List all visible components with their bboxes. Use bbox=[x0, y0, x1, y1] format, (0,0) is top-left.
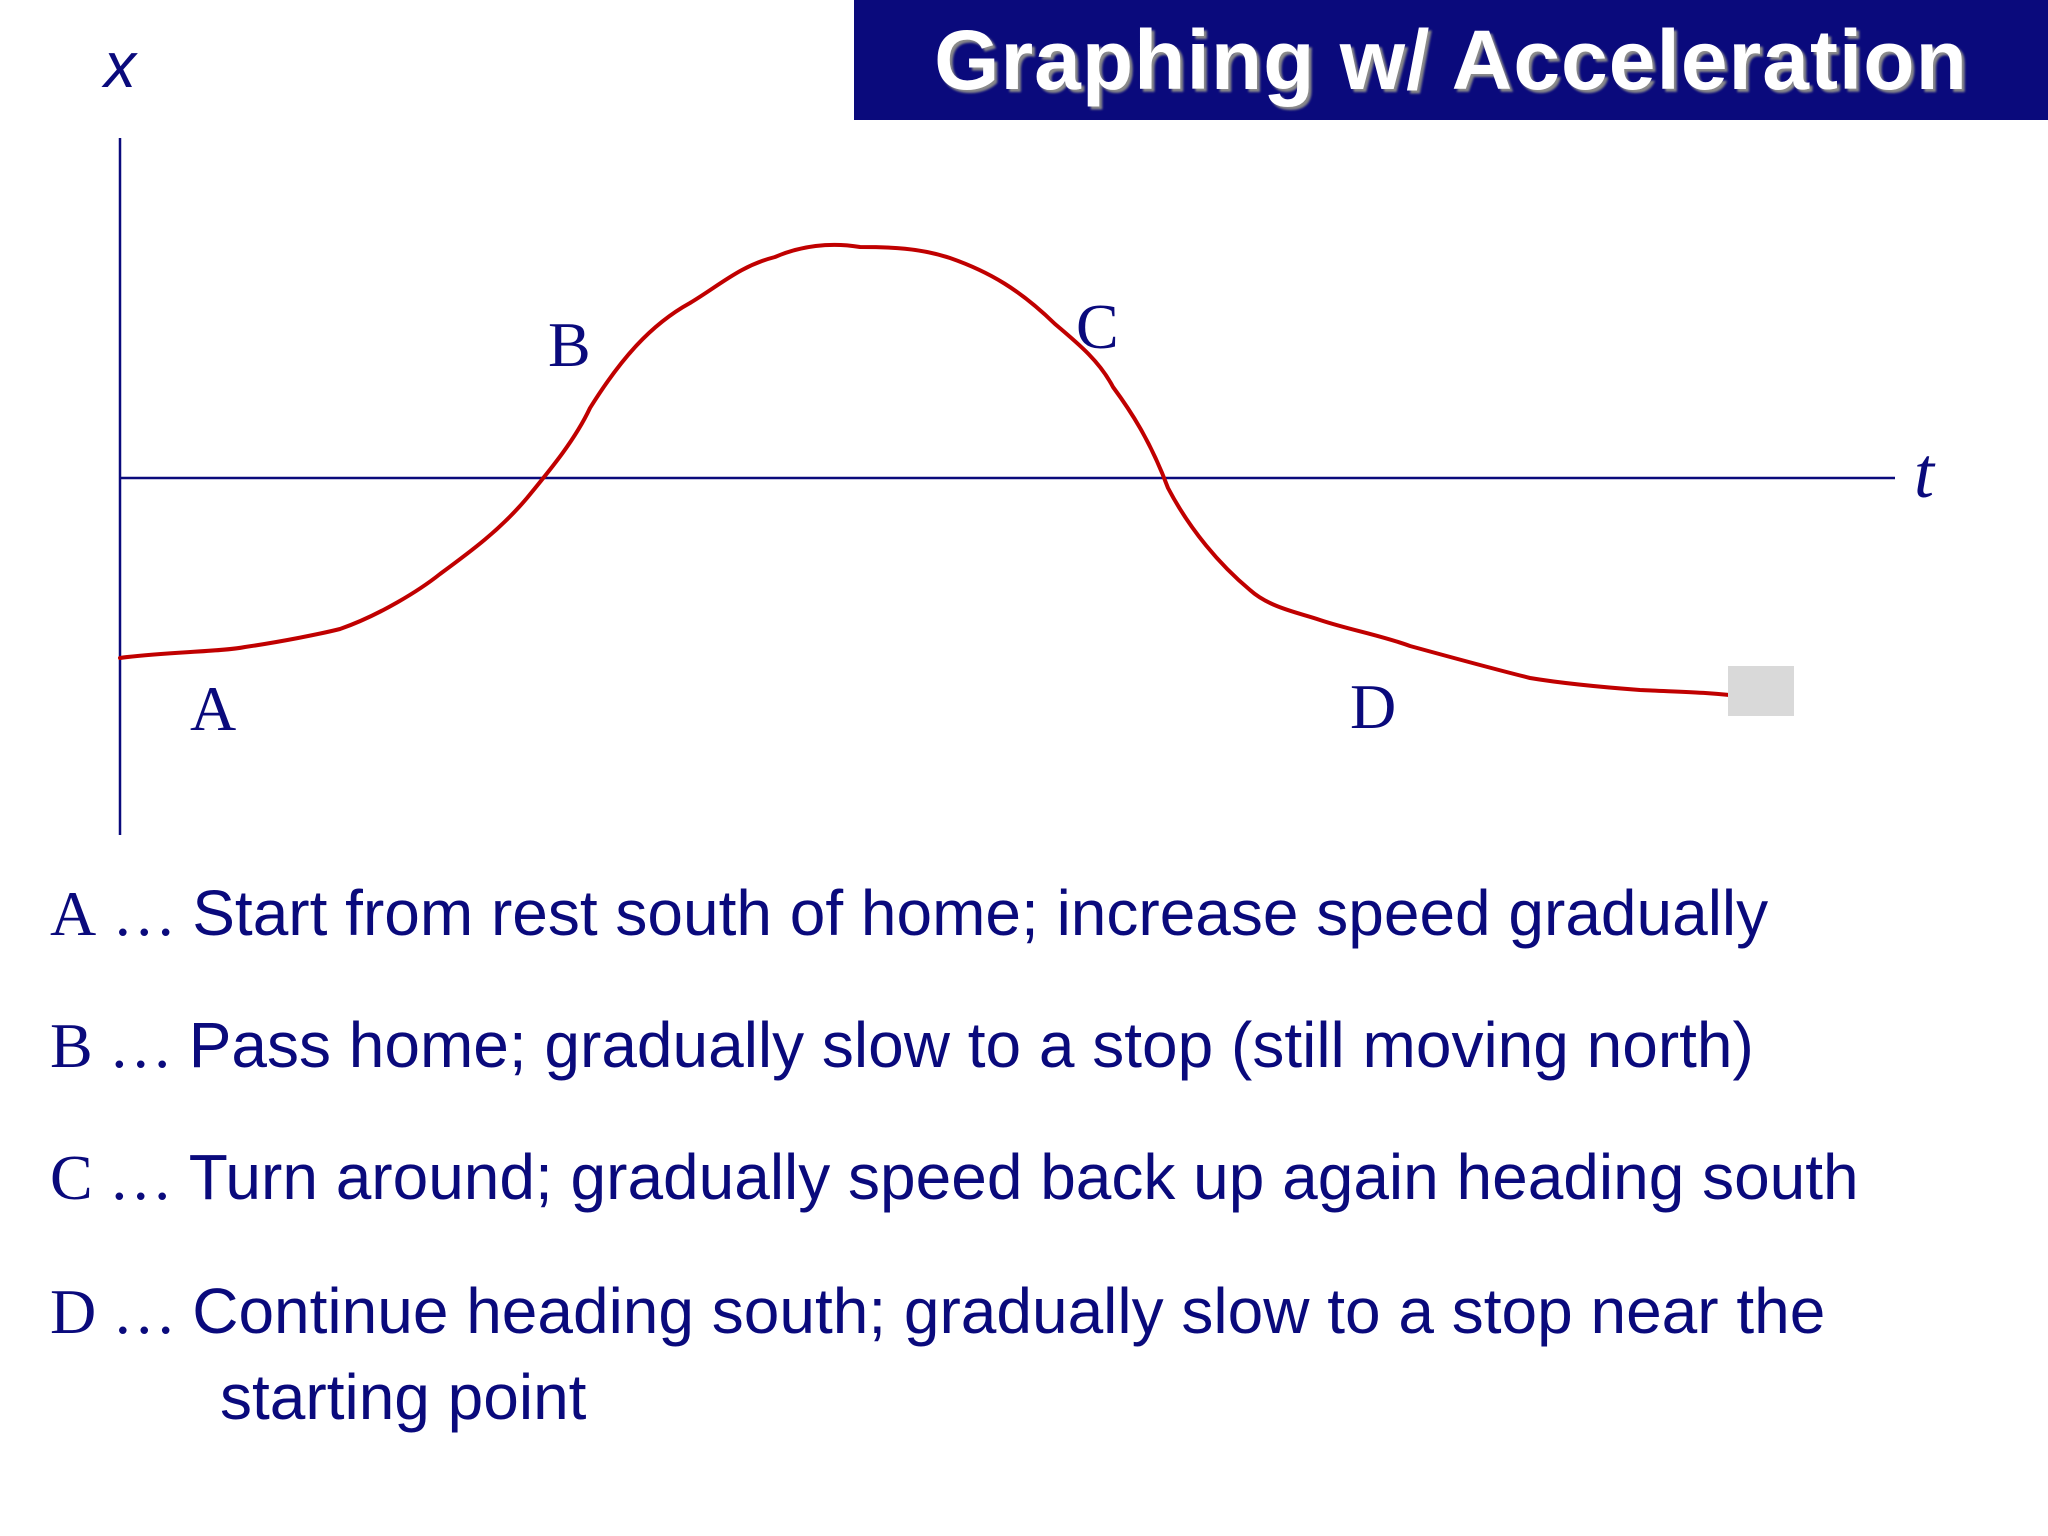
t-axis-label: t bbox=[1914, 433, 1935, 513]
description-b: B … Pass home; gradually slow to a stop … bbox=[50, 1008, 1754, 1083]
description-text: Start from rest south of home; increase … bbox=[192, 877, 1769, 949]
description-key: D bbox=[50, 1276, 97, 1347]
point-c-label: C bbox=[1076, 291, 1119, 362]
x-axis-label: x bbox=[104, 29, 136, 101]
position-curve bbox=[118, 242, 1747, 699]
ellipsis: … bbox=[112, 878, 177, 949]
description-a: A … Start from rest south of home; incre… bbox=[50, 876, 1768, 951]
ellipsis: … bbox=[108, 1010, 173, 1081]
description-text: Turn around; gradually speed back up aga… bbox=[188, 1141, 1859, 1213]
ellipsis: … bbox=[108, 1142, 173, 1213]
point-b-label: B bbox=[548, 309, 591, 380]
description-d-continuation: starting point bbox=[220, 1361, 587, 1433]
description-c: C … Turn around; gradually speed back up… bbox=[50, 1140, 1859, 1215]
end-marker bbox=[1728, 666, 1794, 716]
description-key: A bbox=[50, 878, 97, 949]
description-text: Pass home; gradually slow to a stop (sti… bbox=[188, 1009, 1754, 1081]
position-time-graph bbox=[118, 138, 1895, 835]
description-key: B bbox=[50, 1010, 93, 1081]
point-d-label: D bbox=[1350, 671, 1397, 742]
ellipsis: … bbox=[112, 1276, 177, 1347]
description-d: D … Continue heading south; gradually sl… bbox=[50, 1274, 1825, 1349]
description-text: Continue heading south; gradually slow t… bbox=[192, 1275, 1826, 1347]
title-banner: Graphing w/ Acceleration bbox=[854, 0, 2048, 120]
point-a-label: A bbox=[190, 673, 237, 744]
description-key: C bbox=[50, 1142, 93, 1213]
slide-title: Graphing w/ Acceleration bbox=[934, 12, 1968, 107]
